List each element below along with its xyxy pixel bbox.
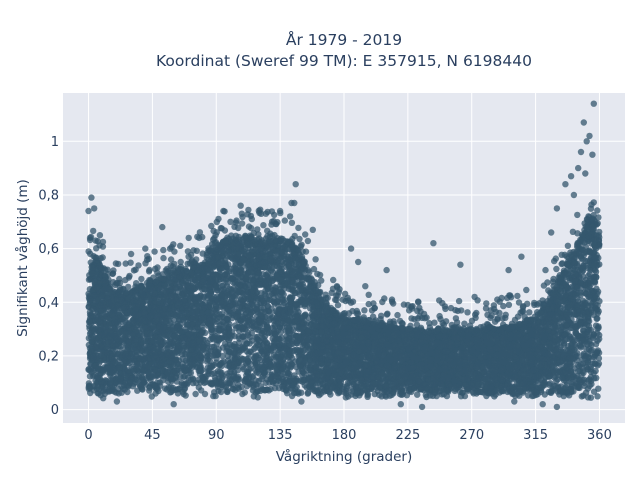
data-points [85,100,603,411]
data-point [594,393,601,400]
chart-title-line2: Koordinat (Sweref 99 TM): E 357915, N 61… [156,52,532,70]
data-point [592,340,600,348]
chart-title-line1: År 1979 - 2019 [286,30,402,49]
data-point [201,390,209,398]
data-point [241,389,248,396]
